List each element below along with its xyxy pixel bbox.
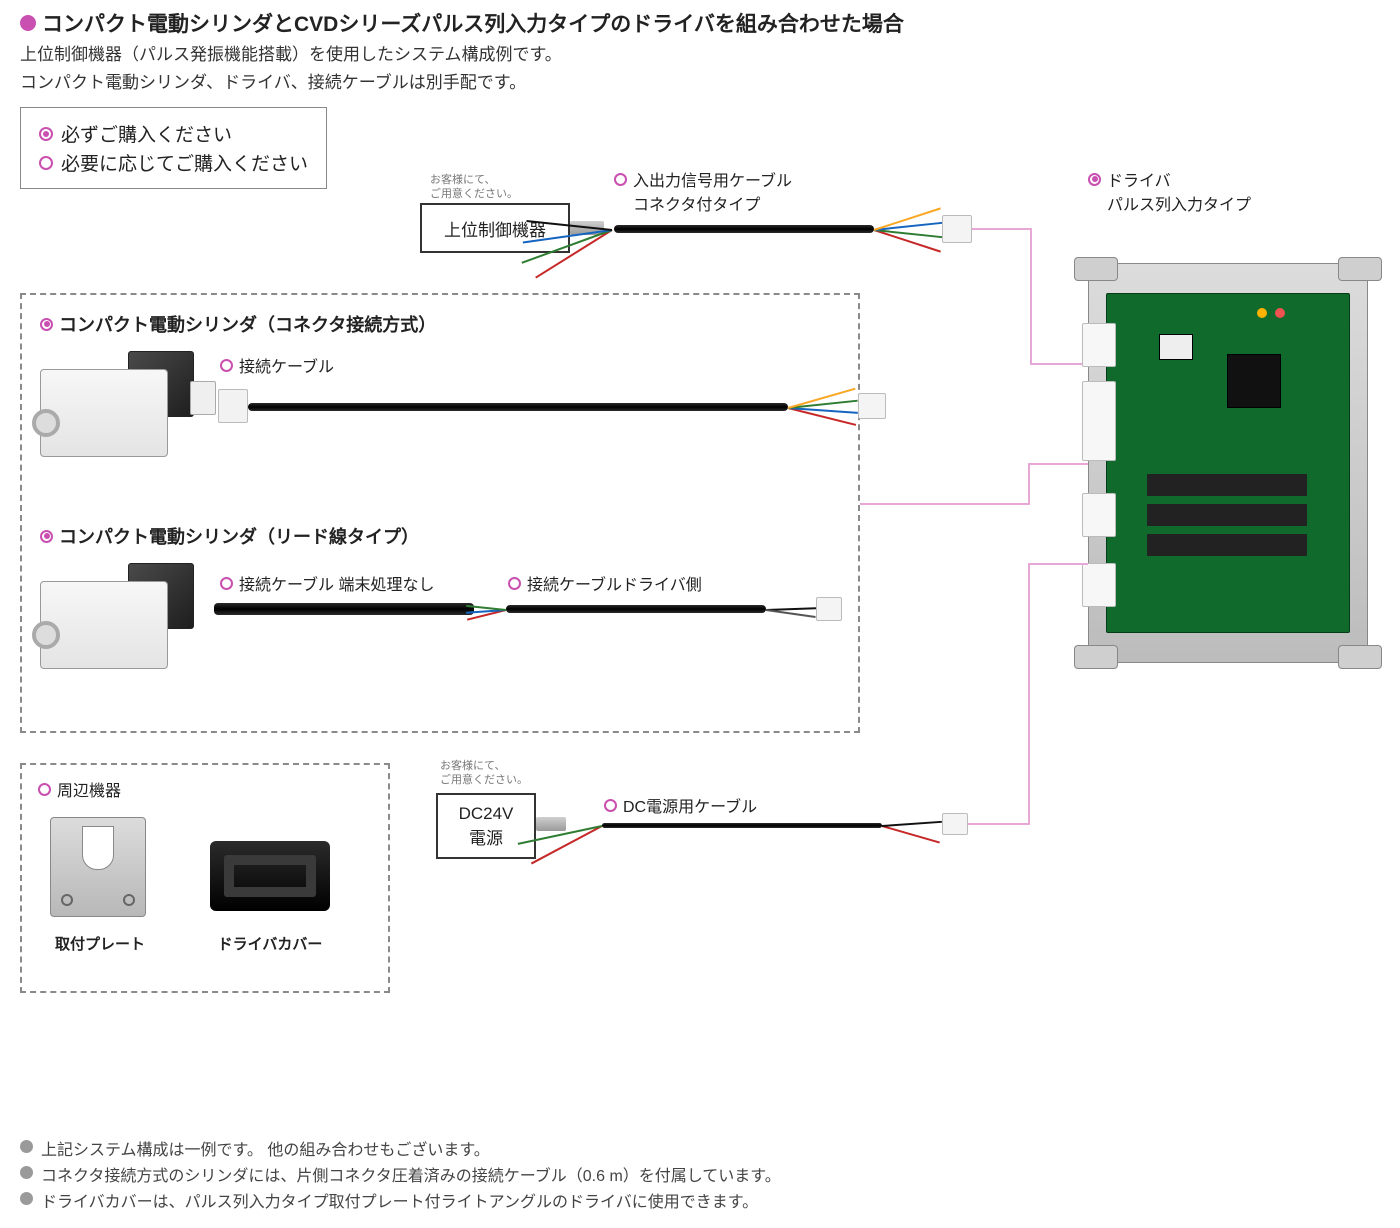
required-marker-icon bbox=[40, 530, 53, 543]
driver-label-2: パルス列入力タイプ bbox=[1088, 191, 1251, 215]
conn-cable-drvside-label: 接続ケーブルドライバ側 bbox=[508, 571, 702, 595]
conn-cable-noterm-icon bbox=[214, 603, 474, 615]
conn-cable-noterm-label: 接続ケーブル 端末処理なし bbox=[220, 571, 435, 595]
page-title: コンパクト電動シリンダとCVDシリーズパルス列入力タイプのドライバを組み合わせた… bbox=[42, 8, 904, 38]
dc-cable-plug-icon bbox=[942, 813, 968, 835]
conn-cable-icon bbox=[248, 403, 788, 411]
io-cable-label-group: 入出力信号用ケーブル コネクタ付タイプ bbox=[614, 167, 792, 215]
mount-plate-icon bbox=[50, 817, 146, 917]
required-marker-icon bbox=[1088, 173, 1101, 186]
legend-optional: 必要に応じてご購入ください bbox=[39, 149, 308, 176]
driver-pcb bbox=[1088, 263, 1368, 663]
system-diagram: お客様にて、 ご用意ください。 上位制御機器 入出力信号用ケーブル コネクタ付タ… bbox=[20, 203, 1380, 1103]
mount-plate-caption: 取付プレート bbox=[40, 933, 160, 954]
legend-optional-label: 必要に応じてご購入ください bbox=[61, 149, 308, 176]
footer-notes: 上記システム構成は一例です。 他の組み合わせもございます。 コネクタ接続方式のシ… bbox=[20, 1134, 781, 1214]
driver-connector-2-icon bbox=[1082, 381, 1116, 461]
required-marker-icon bbox=[39, 127, 53, 141]
io-cable-connector-icon bbox=[942, 215, 972, 243]
footer-note-1: 上記システム構成は一例です。 他の組み合わせもございます。 bbox=[41, 1136, 490, 1160]
required-marker-icon bbox=[40, 318, 53, 331]
wire-cyl-h2 bbox=[1028, 463, 1088, 465]
cylinder-connector-title: コンパクト電動シリンダ（コネクタ接続方式） bbox=[40, 311, 436, 337]
conn-cable-plug-left-icon bbox=[218, 389, 248, 423]
cylinder-lead-icon bbox=[40, 563, 210, 683]
optional-marker-icon bbox=[614, 173, 627, 186]
footer-note-3: ドライバカバーは、パルス列入力タイプ取付プレート付ライトアングルのドライバに使用… bbox=[41, 1188, 758, 1212]
io-cable-label-1: 入出力信号用ケーブル bbox=[633, 167, 792, 191]
legend-required: 必ずご購入ください bbox=[39, 120, 308, 147]
driver-connector-3-icon bbox=[1082, 493, 1116, 537]
driver-cover-icon bbox=[210, 841, 330, 911]
dc24v-box: DC24V 電源 bbox=[436, 793, 536, 859]
controller-prepare-note: お客様にて、 ご用意ください。 bbox=[430, 173, 518, 202]
accessories-title: 周辺機器 bbox=[38, 777, 121, 801]
footer-note-2: コネクタ接続方式のシリンダには、片側コネクタ圧着済みの接続ケーブル（0.6 m）… bbox=[41, 1162, 781, 1186]
wire-dc-h2 bbox=[1028, 563, 1088, 565]
grey-bullet-icon bbox=[20, 1140, 33, 1153]
drvside-plug-icon bbox=[816, 597, 842, 621]
controller-label: 上位制御機器 bbox=[444, 216, 546, 241]
cylinder-lead-title: コンパクト電動シリンダ（リード線タイプ） bbox=[40, 523, 419, 549]
cylinder-connector-icon bbox=[40, 351, 210, 471]
driver-pcb-icon bbox=[1106, 293, 1350, 633]
optional-marker-icon bbox=[604, 799, 617, 812]
title-bullet-icon bbox=[20, 15, 36, 31]
optional-marker-icon bbox=[39, 156, 53, 170]
wire-dc-h bbox=[968, 823, 1030, 825]
driver-connector-4-icon bbox=[1082, 563, 1116, 607]
driver-connector-1-icon bbox=[1082, 323, 1116, 367]
driver-label-1: ドライバ bbox=[1107, 167, 1171, 191]
dc-cable-icon bbox=[602, 823, 882, 828]
wire-io-h2 bbox=[1030, 363, 1088, 365]
wire-io-h bbox=[972, 228, 1032, 230]
io-cable-label-2: コネクタ付タイプ bbox=[614, 191, 792, 215]
page-title-row: コンパクト電動シリンダとCVDシリーズパルス列入力タイプのドライバを組み合わせた… bbox=[20, 8, 1380, 38]
driver-cover-caption: ドライバカバー bbox=[200, 933, 340, 954]
optional-marker-icon bbox=[508, 577, 521, 590]
subtitle-2: コンパクト電動シリンダ、ドライバ、接続ケーブルは別手配です。 bbox=[20, 70, 1380, 96]
conn-cable-plug-right-icon bbox=[858, 393, 886, 419]
subtitle-1: 上位制御機器（パルス発振機能搭載）を使用したシステム構成例です。 bbox=[20, 42, 1380, 68]
legend-box: 必ずご購入ください 必要に応じてご購入ください bbox=[20, 107, 327, 189]
legend-required-label: 必ずご購入ください bbox=[61, 120, 232, 147]
optional-marker-icon bbox=[220, 577, 233, 590]
io-cable-icon bbox=[614, 225, 874, 233]
dc24v-label-1: DC24V bbox=[459, 804, 514, 824]
conn-cable-label: 接続ケーブル bbox=[220, 353, 334, 377]
driver-label-group: ドライバ パルス列入力タイプ bbox=[1088, 167, 1251, 215]
controller-box: 上位制御機器 bbox=[420, 203, 570, 253]
power-prepare-note: お客様にて、 ご用意ください。 bbox=[440, 759, 528, 788]
dc24v-stub-icon bbox=[536, 817, 566, 831]
wire-dc-v bbox=[1028, 563, 1030, 825]
wire-io-v bbox=[1030, 228, 1032, 363]
dc-cable-label: DC電源用ケーブル bbox=[604, 793, 757, 817]
wire-cyl-v bbox=[1028, 463, 1030, 505]
dc24v-label-2: 電源 bbox=[469, 824, 503, 849]
wire-cyl-h bbox=[860, 503, 1030, 505]
grey-bullet-icon bbox=[20, 1192, 33, 1205]
grey-bullet-icon bbox=[20, 1166, 33, 1179]
conn-cable-drvside-icon bbox=[506, 605, 766, 613]
optional-marker-icon bbox=[220, 359, 233, 372]
optional-marker-icon bbox=[38, 783, 51, 796]
